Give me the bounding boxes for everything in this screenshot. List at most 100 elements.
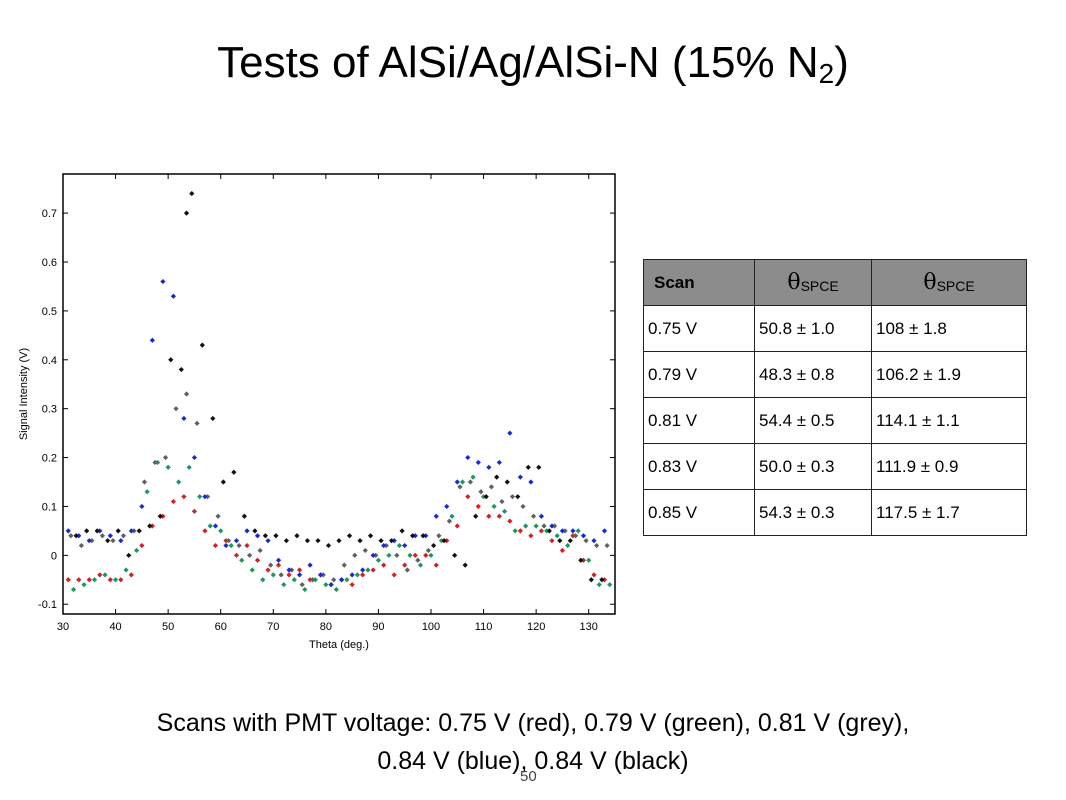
scatter-point bbox=[433, 562, 439, 568]
scatter-point bbox=[134, 547, 140, 554]
scatter-point bbox=[323, 582, 329, 588]
scatter-point bbox=[215, 513, 221, 519]
scatter-point bbox=[210, 415, 216, 422]
y-tick-label: 0.2 bbox=[42, 453, 57, 465]
scatter-point bbox=[449, 513, 455, 519]
table-row: 0.81 V 54.4 ± 0.5 114.1 ± 1.1 bbox=[643, 397, 1027, 444]
scatter-point bbox=[118, 577, 124, 583]
scatter-point bbox=[523, 523, 529, 529]
scatter-point bbox=[507, 518, 513, 524]
scatter-point bbox=[325, 542, 332, 549]
scatter-point bbox=[465, 454, 471, 461]
scatter-point bbox=[65, 528, 71, 534]
scatter-point bbox=[459, 479, 466, 485]
scatter-point bbox=[170, 498, 176, 505]
scatter-point bbox=[294, 533, 300, 539]
theta-symbol: θ bbox=[923, 270, 937, 295]
scatter-point bbox=[509, 494, 516, 500]
scatter-point bbox=[339, 577, 345, 583]
x-tick-label: 30 bbox=[57, 621, 69, 633]
scatter-point bbox=[107, 533, 113, 539]
scatter-point bbox=[367, 533, 374, 539]
scatter-point bbox=[328, 582, 334, 588]
table-row: 0.83 V 50.0 ± 0.3 111.9 ± 0.9 bbox=[643, 443, 1027, 490]
scatter-point bbox=[601, 577, 608, 583]
scatter-point bbox=[183, 391, 190, 397]
scatter-point bbox=[99, 533, 106, 539]
scatter-point bbox=[244, 542, 250, 549]
cell-theta-1: 48.3 ± 0.8 bbox=[754, 351, 872, 398]
scatter-point bbox=[181, 494, 187, 500]
header-theta-spce-2: θSPCE bbox=[871, 259, 1027, 306]
scatter-point bbox=[176, 479, 182, 485]
cell-theta-2: 108 ± 1.8 bbox=[871, 305, 1027, 352]
scatter-point bbox=[570, 533, 576, 539]
scatter-point bbox=[254, 533, 261, 539]
scatter-point bbox=[381, 562, 387, 568]
scatter-point bbox=[528, 533, 534, 539]
scatter-point bbox=[530, 513, 537, 519]
scatter-point bbox=[249, 567, 255, 573]
scatter-point bbox=[394, 552, 400, 558]
scatter-point bbox=[446, 518, 452, 524]
scatter-point bbox=[168, 357, 174, 363]
table-row: 0.79 V 48.3 ± 0.8 106.2 ± 1.9 bbox=[643, 351, 1027, 398]
scatter-point bbox=[110, 538, 116, 544]
scatter-point bbox=[181, 415, 187, 422]
scatter-point bbox=[307, 577, 313, 583]
scatter-point bbox=[139, 503, 145, 510]
scatter-point bbox=[202, 528, 208, 534]
scatter-point bbox=[423, 533, 429, 539]
scatter-point bbox=[454, 479, 460, 485]
scatter-point bbox=[70, 586, 77, 593]
scatter-point bbox=[457, 484, 463, 490]
y-tick-label: 0.3 bbox=[42, 404, 57, 416]
scatter-point bbox=[559, 547, 566, 554]
scatter-point bbox=[596, 582, 602, 588]
scatter-point bbox=[396, 542, 403, 549]
scatter-point bbox=[84, 528, 90, 534]
scatter-point bbox=[186, 464, 192, 470]
scatter-point bbox=[480, 494, 487, 500]
scatter-point bbox=[107, 577, 113, 583]
scatter-point bbox=[559, 528, 566, 534]
caption-line-2: 0.84 V (blue), 0.84 V (black) bbox=[377, 747, 689, 775]
results-table: Scan θSPCE θSPCE 0.75 V 50.8 ± 1.0 108 ±… bbox=[643, 259, 1027, 536]
scatter-point bbox=[236, 542, 242, 549]
scatter-point bbox=[541, 523, 547, 529]
x-tick-label: 50 bbox=[162, 621, 174, 633]
scatter-point bbox=[436, 533, 442, 539]
scatter-point bbox=[152, 459, 158, 466]
caption: Scans with PMT voltage: 0.75 V (red), 0.… bbox=[0, 704, 1066, 780]
x-tick-label: 130 bbox=[580, 621, 598, 633]
scatter-point bbox=[496, 459, 502, 466]
scatter-point bbox=[478, 489, 484, 495]
scatter-point bbox=[470, 474, 476, 480]
scatter-point bbox=[239, 557, 245, 563]
scatter-point bbox=[433, 513, 439, 519]
y-tick-label: 0.4 bbox=[42, 355, 57, 367]
scatter-point bbox=[310, 577, 316, 583]
scatter-point bbox=[126, 552, 132, 558]
scatter-point bbox=[273, 533, 279, 539]
cell-theta-2: 117.5 ± 1.7 bbox=[871, 489, 1027, 536]
cell-theta-1: 50.8 ± 1.0 bbox=[754, 305, 872, 352]
table-row: 0.75 V 50.8 ± 1.0 108 ± 1.8 bbox=[643, 305, 1027, 352]
slide-title: Tests of AlSi/Ag/AlSi-N (15% N2) bbox=[0, 38, 1066, 90]
cell-scan: 0.85 V bbox=[643, 489, 755, 536]
cell-scan: 0.79 V bbox=[643, 351, 755, 398]
scatter-point bbox=[546, 528, 552, 534]
spce-subscript: SPCE bbox=[800, 278, 839, 294]
scatter-point bbox=[268, 562, 274, 568]
scatter-point bbox=[591, 572, 597, 578]
scatter-point bbox=[228, 542, 234, 549]
cell-theta-2: 114.1 ± 1.1 bbox=[871, 397, 1027, 444]
slide-title-main: Tests of AlSi/Ag/AlSi-N (15% N bbox=[217, 38, 819, 87]
scatter-point bbox=[223, 538, 229, 544]
cell-theta-1: 54.3 ± 0.3 bbox=[754, 489, 872, 536]
scatter-point bbox=[388, 538, 395, 544]
scatter-point bbox=[157, 513, 163, 519]
scatter-point bbox=[475, 459, 481, 466]
scatter-point bbox=[260, 577, 266, 583]
scatter-point bbox=[607, 582, 613, 588]
